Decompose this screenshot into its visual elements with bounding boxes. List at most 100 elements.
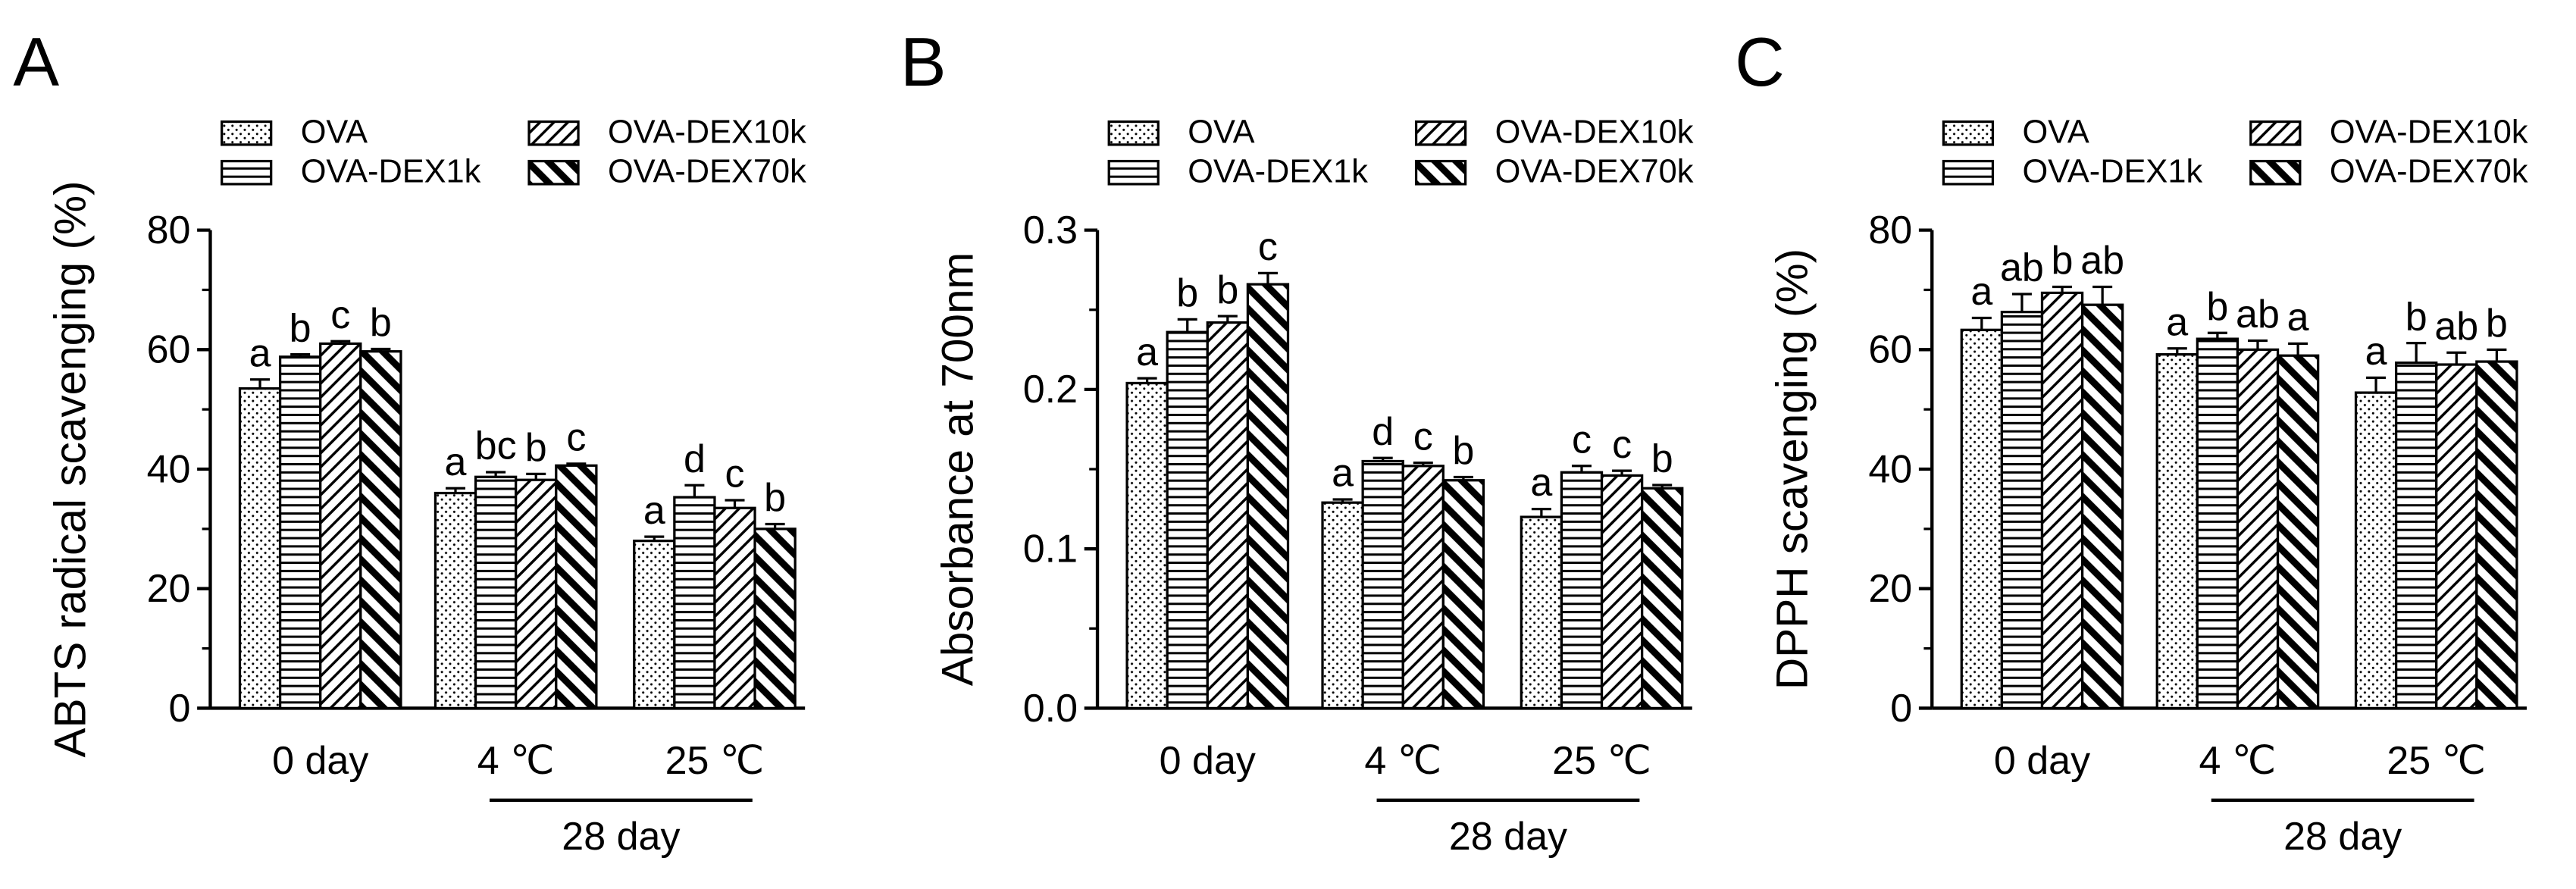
legend-label: OVA	[1188, 114, 1254, 151]
x-tick-label: 0 day	[1160, 739, 1256, 783]
bar	[2000, 311, 2044, 710]
group-label: 28 day	[1449, 815, 1567, 859]
x-tick-label: 4 ℃	[2199, 739, 2277, 783]
significance-letter: c	[1258, 225, 1278, 269]
significance-letter: a	[1136, 330, 1158, 374]
bar	[434, 491, 477, 710]
significance-letter: ab	[2236, 293, 2280, 337]
significance-letter: a	[2287, 296, 2309, 340]
y-tick-label: 60	[147, 328, 191, 372]
significance-letter: b	[290, 306, 311, 350]
bar	[278, 355, 322, 710]
bar	[359, 350, 402, 710]
x-tick-label: 0 day	[272, 739, 368, 783]
significance-letter: c	[1612, 423, 1632, 467]
legend-label: OVA-DEX10k	[1495, 114, 1694, 151]
bar	[2276, 354, 2320, 710]
bar	[2080, 303, 2124, 710]
y-tick-label: 80	[147, 208, 191, 252]
bar	[2236, 348, 2280, 710]
y-tick-label: 0.1	[1023, 527, 1078, 571]
bar	[1401, 465, 1445, 710]
x-tick-label: 4 ℃	[477, 739, 555, 783]
legend-swatch	[221, 120, 273, 146]
bar	[633, 540, 676, 710]
legend-swatch	[1942, 120, 1995, 146]
significance-letter: c	[1413, 415, 1433, 459]
legend-label: OVA-DEX1k	[2022, 154, 2202, 190]
significance-letter: c	[725, 452, 745, 496]
bar	[2435, 363, 2478, 710]
significance-letter: b	[1651, 437, 1673, 481]
significance-letter: c	[330, 293, 350, 337]
bar	[1960, 328, 2004, 710]
bar	[1361, 459, 1404, 710]
group-label: 28 day	[562, 815, 680, 859]
significance-letter: b	[525, 426, 547, 470]
bar	[2196, 337, 2240, 710]
significance-letter: b	[2486, 302, 2508, 346]
bar	[753, 527, 797, 710]
x-tick-label: 25 ℃	[665, 739, 765, 783]
panel-label: C	[1735, 24, 1785, 101]
legend-label: OVA	[301, 114, 368, 151]
legend-label: OVA-DEX1k	[301, 154, 481, 190]
legend-label: OVA-DEX1k	[1188, 154, 1368, 190]
bar	[2155, 352, 2199, 710]
significance-letter: a	[1970, 270, 1992, 314]
y-tick-label: 0	[1890, 687, 1912, 731]
bar	[238, 387, 282, 710]
y-tick-label: 0	[169, 687, 191, 731]
bar	[2354, 391, 2398, 710]
significance-letter: b	[764, 476, 786, 520]
bar	[2395, 362, 2438, 710]
significance-letter: b	[2052, 239, 2074, 283]
y-tick-label: 40	[147, 447, 191, 491]
bar	[555, 464, 598, 710]
bar	[2040, 291, 2084, 710]
bar	[319, 342, 362, 710]
y-axis-label: Absorbance at 700nm	[933, 252, 982, 687]
y-tick-label: 60	[1868, 328, 1912, 372]
y-axis-label: DPPH scavenging (%)	[1768, 249, 1817, 690]
y-tick-label: 0.0	[1023, 687, 1078, 731]
bar	[1246, 283, 1290, 710]
significance-letter: a	[2365, 330, 2387, 374]
y-tick-label: 80	[1868, 208, 1912, 252]
bar	[1441, 479, 1485, 710]
x-tick-label: 4 ℃	[1364, 739, 1441, 783]
chart-panel: A ABTS radical scavenging (%) OVAOVA-DEX1k…	[13, 24, 806, 859]
legend-label: OVA	[2022, 114, 2089, 151]
legend-label: OVA-DEX70k	[1495, 154, 1694, 190]
bar	[1166, 330, 1209, 710]
significance-letter: a	[445, 440, 467, 484]
significance-letter: a	[643, 489, 665, 533]
bar	[1520, 515, 1563, 710]
legend-swatch	[221, 159, 273, 186]
legend-swatch	[1942, 159, 1995, 186]
bar	[1321, 501, 1364, 710]
bar	[515, 478, 558, 710]
significance-letter: a	[1332, 452, 1354, 496]
legend-label: OVA-DEX70k	[608, 154, 806, 190]
significance-letter: b	[2206, 285, 2228, 329]
y-tick-label: 0.2	[1023, 368, 1078, 412]
legend-swatch	[1414, 120, 1467, 146]
significance-letter: ab	[2080, 239, 2124, 283]
x-tick-label: 0 day	[1994, 739, 2090, 783]
bar	[1206, 321, 1250, 710]
x-tick-label: 25 ℃	[1552, 739, 1651, 783]
significance-letter: b	[1452, 429, 1474, 473]
y-tick-label: 40	[1868, 447, 1912, 491]
significance-letter: b	[370, 301, 392, 345]
bar	[1560, 471, 1604, 710]
significance-letter: a	[249, 331, 271, 375]
panel-label: A	[13, 24, 59, 101]
bar	[673, 496, 716, 710]
legend-swatch	[527, 120, 580, 146]
bar	[713, 506, 756, 710]
significance-letter: bc	[475, 424, 517, 468]
